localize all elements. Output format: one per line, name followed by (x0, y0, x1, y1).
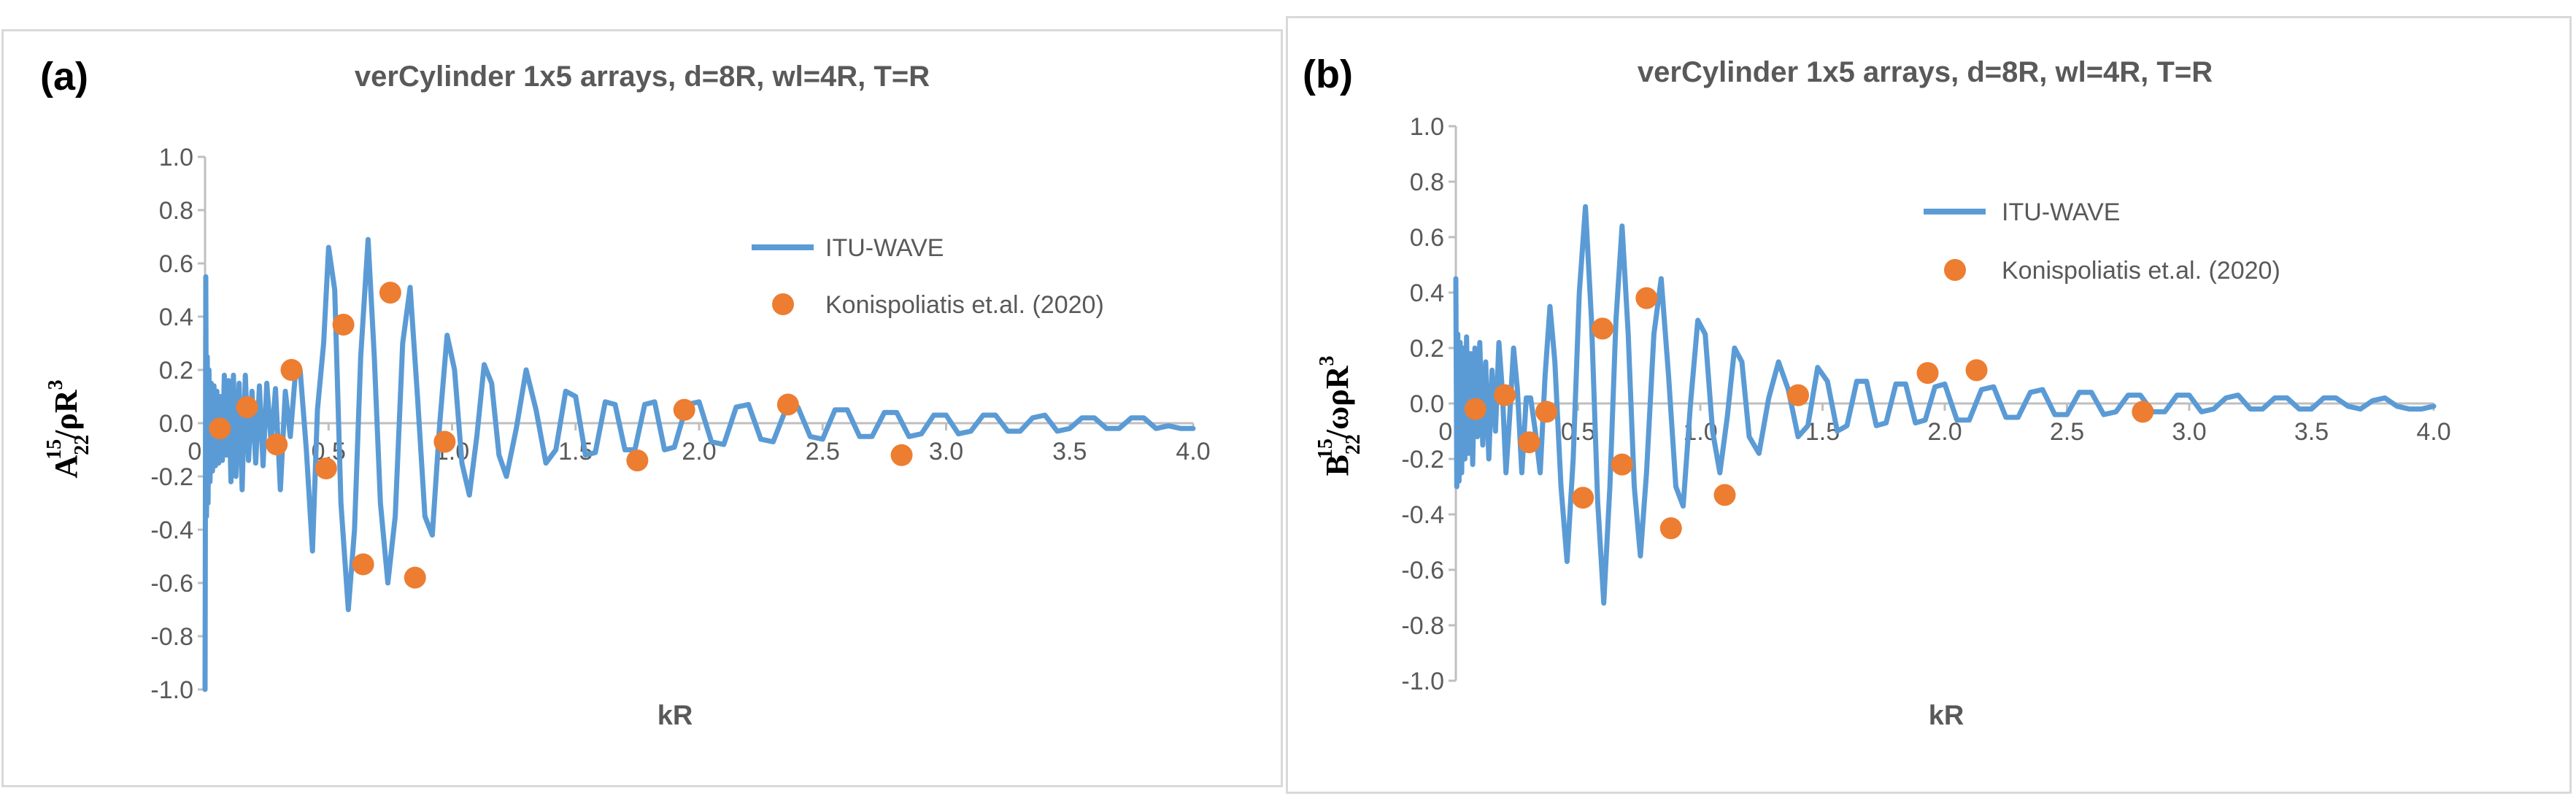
y-tick-label-b: 0.6 (1410, 224, 1444, 252)
data-point-konispoliatis-a (890, 444, 913, 466)
x-tick-label-a: 3.5 (1052, 438, 1087, 465)
panel-letter-b: (b) (1303, 53, 1353, 96)
series-line-itu-wave-a (202, 236, 1196, 692)
x-tick-label-b: 2.5 (2050, 418, 2084, 446)
data-point-konispoliatis-a (352, 553, 374, 576)
data-point-konispoliatis-a (404, 566, 426, 589)
y-tick-label-b: 0.4 (1410, 279, 1444, 307)
data-point-konispoliatis-b (1611, 453, 1633, 476)
data-point-konispoliatis-a (332, 313, 355, 336)
series-line-itu-wave-b (1453, 204, 2437, 606)
data-point-konispoliatis-b (1659, 517, 1682, 539)
chart-title-b: verCylinder 1x5 arrays, d=8R, wl=4R, T=R (1638, 56, 2213, 88)
x-axis-title-b: kR (1929, 700, 1964, 731)
data-point-konispoliatis-b (1965, 359, 1988, 382)
y-tick-label-a: 0.0 (159, 410, 193, 438)
x-tick-label-b: 4.0 (2416, 418, 2450, 446)
y-tick-label-b: -1.0 (1401, 668, 1444, 695)
data-point-konispoliatis-a (626, 449, 649, 472)
data-point-konispoliatis-a (280, 359, 303, 381)
plot-area-a: 1.00.80.60.40.20.0-0.2-0.4-0.6-0.8-1.00.… (150, 144, 1210, 704)
data-point-konispoliatis-b (1592, 317, 1613, 340)
data-point-konispoliatis-a (776, 393, 799, 416)
chart-a-svg: (a) verCylinder 1x5 arrays, d=8R, wl=4R,… (40, 55, 1211, 731)
x-tick-label-a: 1.5 (558, 438, 593, 465)
y-tick-label-b: -0.4 (1401, 501, 1444, 529)
data-point-konispoliatis-a (673, 398, 695, 421)
data-point-konispoliatis-b (2132, 401, 2154, 423)
legend-marker-swatch-a (772, 293, 794, 315)
data-point-konispoliatis-b (1787, 384, 1809, 406)
y-tick-label-b: 0.2 (1410, 335, 1444, 363)
x-tick-label-a: 3.0 (929, 438, 963, 465)
y-tick-label-a: -0.6 (150, 570, 193, 598)
y-tick-label-b: -0.2 (1401, 446, 1444, 474)
data-point-konispoliatis-a (266, 433, 288, 456)
x-tick-label-b: 2.0 (1927, 418, 1962, 446)
y-tick-label-b: 1.0 (1410, 113, 1444, 141)
legend-label-line-a: ITU-WAVE (825, 234, 944, 262)
y-tick-label-a: 1.0 (159, 144, 193, 171)
panel-letter-a: (a) (40, 55, 88, 98)
y-tick-label-b: -0.6 (1401, 557, 1444, 584)
y-tick-label-b: -0.8 (1401, 612, 1444, 640)
legend-a: ITU-WAVE Konispoliatis et.al. (2020) (752, 234, 1104, 319)
data-point-konispoliatis-b (1572, 487, 1594, 509)
legend-label-markers-b: Konispoliatis et.al. (2020) (2002, 257, 2280, 285)
y-axis-title-a: A2215/ρR3 (43, 379, 93, 478)
legend-label-line-b: ITU-WAVE (2002, 198, 2120, 226)
y-axis-title-b: B2215/ωρR3 (1314, 355, 1365, 476)
y-tick-label-a: -0.8 (150, 623, 193, 651)
data-point-konispoliatis-b (1518, 431, 1540, 454)
y-tick-label-a: -0.2 (150, 463, 193, 491)
data-point-konispoliatis-a (236, 396, 258, 419)
y-tick-label-a: 0.4 (159, 304, 193, 331)
data-point-konispoliatis-a (433, 430, 456, 453)
y-tick-label-b: 0.8 (1410, 169, 1444, 196)
legend-label-markers-a: Konispoliatis et.al. (2020) (825, 291, 1104, 319)
x-tick-label-a: 4.0 (1176, 438, 1210, 465)
legend-b: ITU-WAVE Konispoliatis et.al. (2020) (1924, 198, 2280, 285)
legend-marker-swatch-b (1944, 259, 1966, 281)
x-tick-label-a: 2.5 (806, 438, 840, 465)
chart-panel-a: (a) verCylinder 1x5 arrays, d=8R, wl=4R,… (1, 29, 1283, 787)
x-tick-label-b: 0.5 (1561, 418, 1595, 446)
chart-b-svg: (b) verCylinder 1x5 arrays, d=8R, wl=4R,… (1303, 53, 2451, 731)
y-tick-label-b: 0.0 (1410, 390, 1444, 418)
data-point-konispoliatis-b (1535, 401, 1557, 423)
data-point-konispoliatis-a (379, 282, 401, 304)
y-tick-label-a: 0.2 (159, 357, 193, 385)
x-tick-label-b: 3.5 (2294, 418, 2329, 446)
y-tick-label-a: -0.4 (150, 517, 193, 544)
x-tick-label-b: 3.0 (2172, 418, 2206, 446)
y-tick-label-a: -1.0 (150, 676, 193, 704)
data-point-konispoliatis-a (315, 457, 337, 480)
plot-area-b: 1.0 0.8 0.6 0.4 0.2 0.0 -0.2 -0.4 -0.6 -0.8 -1.0 0.… (1401, 113, 2450, 695)
y-tick-label-a: 0.8 (159, 197, 193, 225)
data-point-konispoliatis-b (1464, 398, 1486, 420)
chart-title-a: verCylinder 1x5 arrays, d=8R, wl=4R, T=R (355, 61, 930, 93)
data-point-konispoliatis-a (209, 417, 231, 440)
y-tick-label-a: 0.6 (159, 250, 193, 278)
data-point-konispoliatis-b (1713, 484, 1736, 506)
data-point-konispoliatis-b (1635, 287, 1658, 309)
data-point-konispoliatis-b (1494, 384, 1516, 406)
data-point-konispoliatis-b (1916, 362, 1939, 385)
x-axis-title-a: kR (658, 700, 693, 731)
chart-panel-b: (b) verCylinder 1x5 arrays, d=8R, wl=4R,… (1286, 16, 2572, 794)
